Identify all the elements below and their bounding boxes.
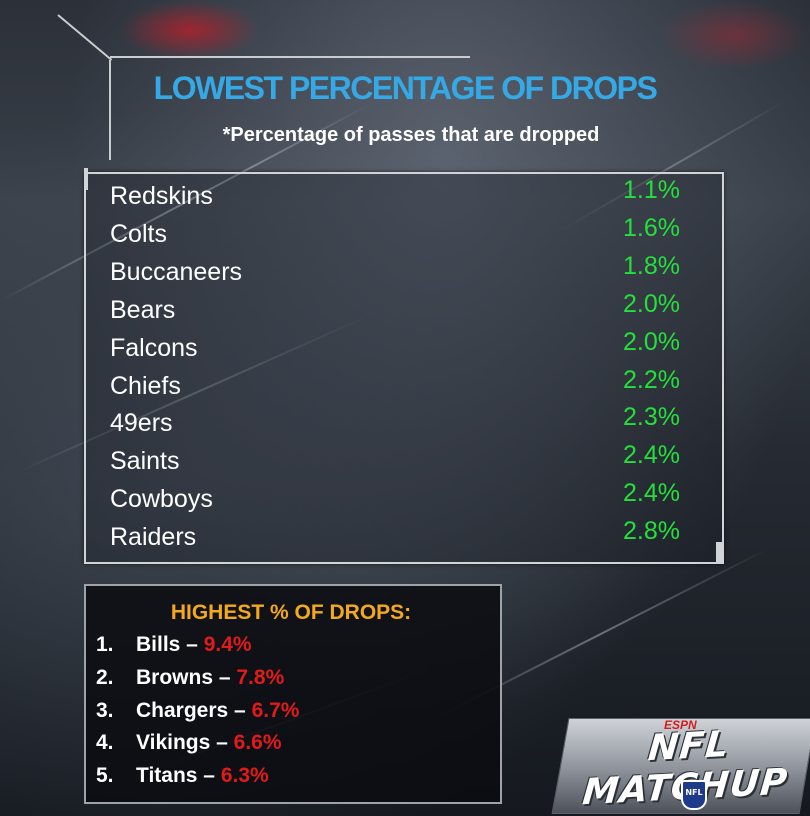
- drop-percentage: 6.3%: [220, 764, 269, 788]
- drop-percentage: 2.0%: [623, 289, 680, 318]
- team-name: Titans –: [136, 764, 215, 788]
- drop-percentage: 9.4%: [203, 633, 252, 656]
- panel-corner-tick: [84, 168, 88, 190]
- espn-logo: ESPN: [664, 718, 697, 732]
- team-name: Saints: [110, 447, 180, 476]
- drop-percentage: 6.7%: [251, 698, 300, 722]
- drop-percentage: 7.8%: [236, 665, 285, 689]
- team-name: Chargers –: [136, 698, 246, 722]
- list-item: 2. Browns – 7.8%: [96, 666, 284, 696]
- team-name: Buccaneers: [110, 257, 243, 286]
- team-name: Browns –: [136, 665, 231, 689]
- table-row: Redskins 1.1%: [110, 176, 680, 220]
- list-item: 4. Vikings – 6.6%: [96, 731, 282, 761]
- table-row: 49ers 2.3%: [110, 403, 680, 447]
- chart-subtitle: *Percentage of passes that are dropped: [222, 124, 600, 146]
- drop-percentage: 2.4%: [623, 479, 680, 508]
- team-name: Vikings –: [136, 731, 228, 755]
- rank-number: 5.: [96, 764, 114, 788]
- lowest-drops-panel: [84, 172, 724, 564]
- rank-number: 3.: [96, 698, 114, 722]
- drop-percentage: 2.2%: [623, 365, 680, 394]
- drop-percentage: 2.8%: [623, 517, 680, 546]
- table-row: Cowboys 2.4%: [110, 479, 680, 523]
- table-row: Buccaneers 1.8%: [110, 252, 680, 296]
- nfl-shield-label: NFL: [685, 788, 703, 797]
- red-glow-right: [660, 0, 810, 70]
- panel-corner-tick: [716, 542, 722, 564]
- list-item: 1. Bills – 9.4%: [96, 633, 252, 663]
- drop-percentage: 1.8%: [623, 251, 680, 280]
- team-name: Redskins: [110, 182, 213, 210]
- team-name: Bears: [110, 295, 176, 324]
- list-item: 3. Chargers – 6.7%: [96, 699, 299, 729]
- rank-number: 1.: [96, 633, 114, 656]
- table-row: Chiefs 2.2%: [110, 366, 680, 410]
- drop-percentage: 1.6%: [623, 213, 680, 242]
- highest-drops-title: HIGHEST % OF DROPS:: [170, 601, 412, 624]
- drop-percentage: 2.4%: [623, 441, 680, 470]
- drop-percentage: 6.6%: [233, 731, 282, 755]
- table-row: Colts 1.6%: [110, 214, 680, 258]
- team-name: Colts: [110, 219, 167, 248]
- nfl-shield-icon: NFL: [681, 780, 707, 810]
- red-glow-left: [120, 0, 260, 60]
- team-name: Chiefs: [110, 371, 181, 400]
- chart-title: LOWEST PERCENTAGE OF DROPS: [153, 70, 658, 106]
- drop-percentage: 2.3%: [623, 403, 680, 432]
- frame-top-line: [110, 56, 470, 58]
- team-name: 49ers: [110, 409, 173, 438]
- table-row: Falcons 2.0%: [110, 328, 680, 372]
- rank-number: 2.: [96, 665, 114, 689]
- frame-left-line: [109, 60, 111, 160]
- table-row: Raiders 2.8%: [110, 517, 680, 561]
- table-row: Bears 2.0%: [110, 290, 680, 334]
- team-name: Raiders: [110, 523, 197, 552]
- team-name: Falcons: [110, 333, 198, 362]
- rank-number: 4.: [96, 731, 114, 755]
- list-item: 5. Titans – 6.3%: [96, 764, 269, 794]
- team-name: Bills –: [136, 633, 198, 656]
- table-row: Saints 2.4%: [110, 441, 680, 485]
- team-name: Cowboys: [110, 485, 213, 514]
- highest-drops-panel: [84, 584, 502, 804]
- drop-percentage: 2.0%: [623, 327, 680, 356]
- drop-percentage: 1.1%: [623, 176, 680, 204]
